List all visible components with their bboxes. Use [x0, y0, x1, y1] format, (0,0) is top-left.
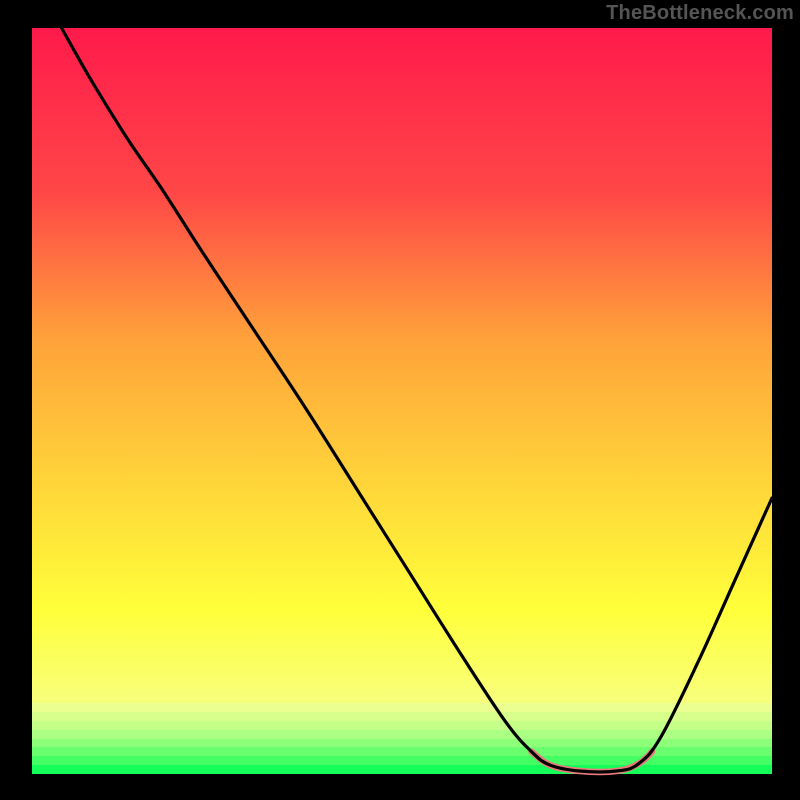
plot-area	[32, 28, 772, 774]
chart-frame: TheBottleneck.com	[0, 0, 800, 800]
bottleneck-highlight-segment	[532, 752, 653, 772]
watermark-text: TheBottleneck.com	[606, 2, 794, 25]
bottleneck-curve	[62, 28, 772, 772]
chart-svg	[32, 28, 772, 774]
